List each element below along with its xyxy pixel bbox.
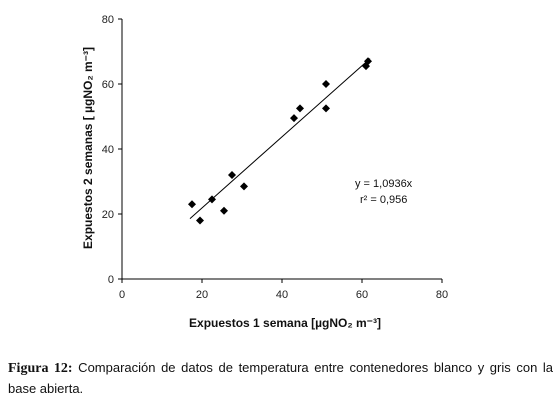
scatter-chart: 0 20 40 60 80 0 20 40 60 80 y = 1,0936x r² = 0,9… <box>81 14 448 330</box>
y-tick-label: 20 <box>102 209 114 221</box>
data-point <box>322 80 330 88</box>
x-tick-label: 60 <box>356 289 368 301</box>
r-squared-label: r² = 0,956 <box>360 194 407 206</box>
y-tick-label: 80 <box>102 14 114 26</box>
data-point <box>188 200 196 209</box>
y-tick-label: 0 <box>108 274 114 286</box>
figure-caption: Figura 12: Comparación de datos de tempe… <box>8 358 553 399</box>
y-tick-label: 40 <box>102 144 114 156</box>
caption-label: Figura 12: <box>8 361 73 376</box>
x-tick-label: 20 <box>196 289 208 301</box>
data-points <box>188 57 372 225</box>
data-point <box>296 104 304 113</box>
data-point <box>196 216 204 225</box>
trendline <box>189 58 371 219</box>
x-tick-label: 0 <box>119 289 125 301</box>
x-axis-ticks: 0 20 40 60 80 <box>119 279 448 301</box>
data-point <box>364 57 372 66</box>
data-point <box>208 195 216 204</box>
x-axis-title: Expuestos 1 semana [µgNO₂ m⁻³] <box>189 316 381 330</box>
x-tick-label: 80 <box>436 289 448 301</box>
y-tick-label: 60 <box>102 79 114 91</box>
y-axis-ticks: 0 20 40 60 80 <box>102 14 122 286</box>
caption-text: Comparación de datos de temperatura entr… <box>8 360 554 396</box>
data-point <box>240 182 248 191</box>
x-tick-label: 40 <box>276 289 288 301</box>
y-axis-title: Expuestos 2 semanas [ µgNO₂ m⁻³] <box>81 47 95 249</box>
data-point <box>322 104 330 113</box>
trendline-equation: y = 1,0936x <box>355 178 413 190</box>
data-point <box>290 114 298 123</box>
data-point <box>228 171 236 179</box>
data-point <box>220 206 228 215</box>
